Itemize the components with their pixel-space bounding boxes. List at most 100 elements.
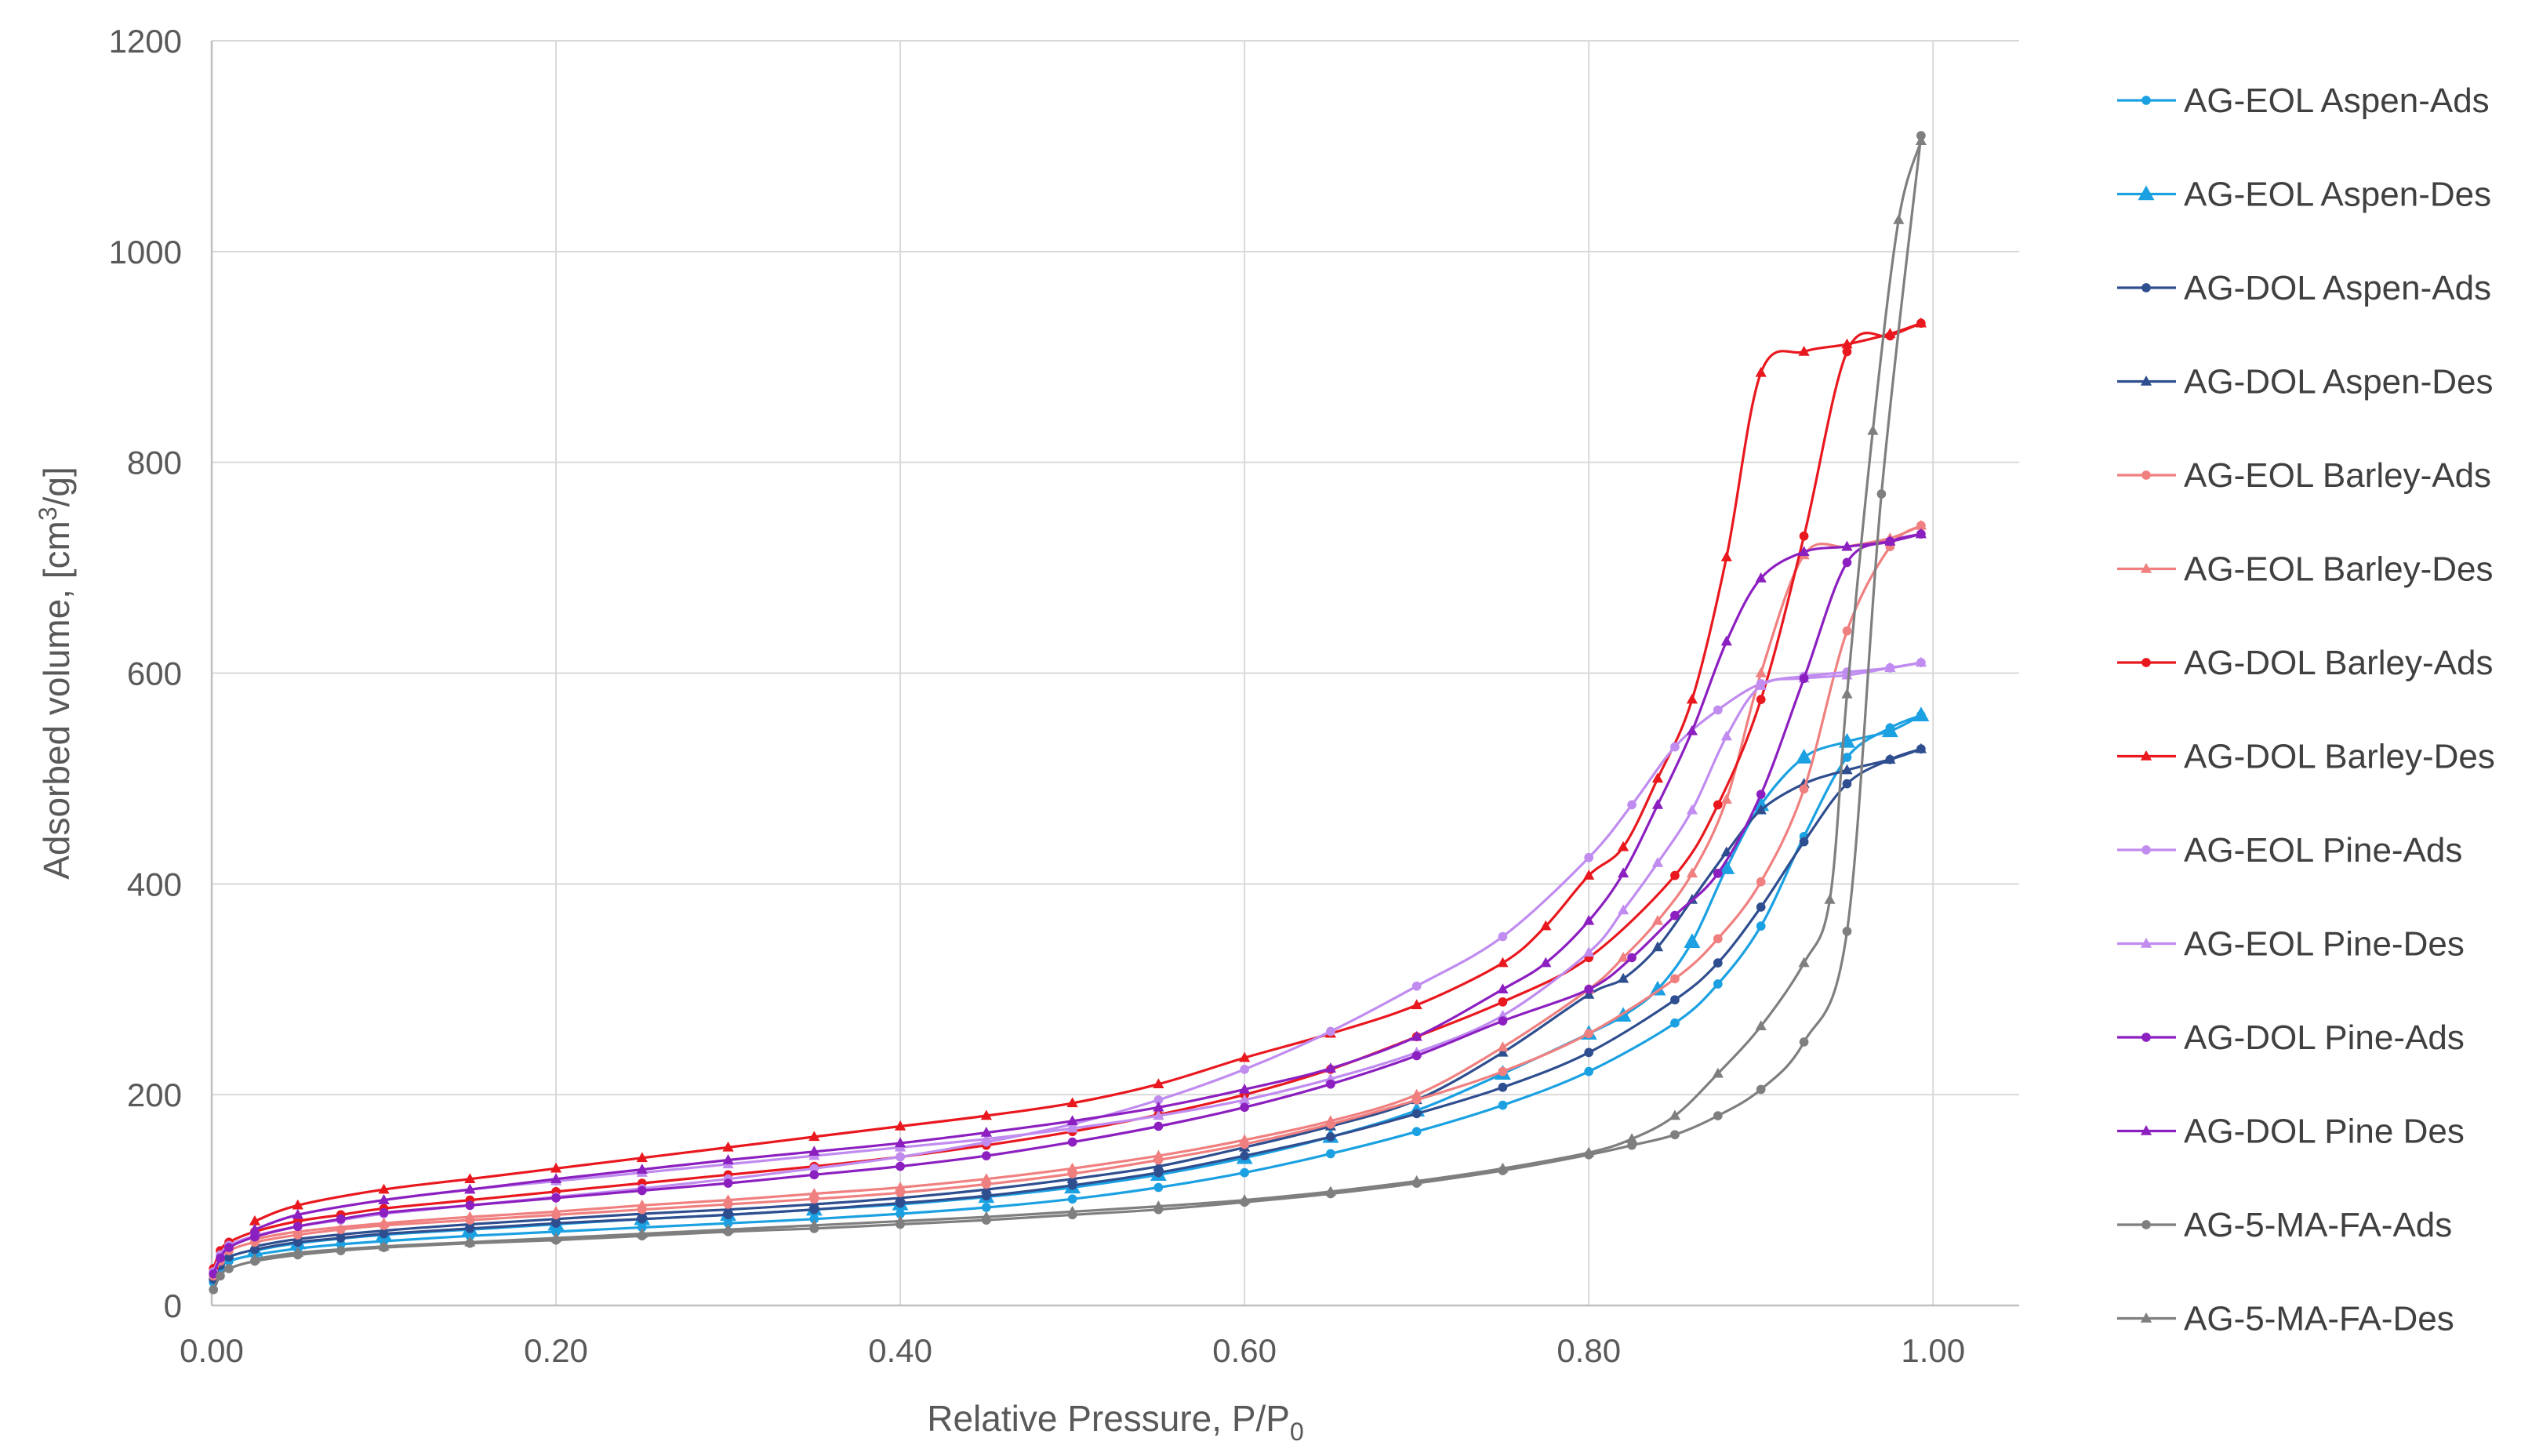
legend-marker [2140,938,2152,948]
data-point [1884,662,1896,673]
data-point [1755,667,1767,677]
data-point [1799,837,1809,847]
data-point [1326,1079,1335,1089]
data-point [1583,1146,1595,1157]
data-point [1411,1088,1422,1099]
data-point [216,1271,225,1281]
data-point [1798,778,1810,788]
data-point [1915,317,1927,328]
data-point [249,1253,261,1264]
data-point [1240,1065,1249,1074]
data-point [465,1200,475,1211]
data-point [550,1205,562,1216]
legend-marker [2141,470,2151,480]
x-tick-label: 1.00 [1901,1332,1965,1369]
legend-label: AG-5-MA-FA-Des [2184,1300,2454,1338]
data-point [1497,957,1509,968]
data-point [1540,957,1552,968]
data-point [1066,1115,1078,1126]
data-point [1799,784,1809,794]
data-point [1756,877,1766,887]
series-9 [209,658,1926,1276]
data-point [1713,705,1723,715]
data-point [378,1217,390,1228]
data-point [1756,695,1766,704]
data-series [209,131,1930,1294]
data-point [1798,546,1810,557]
data-point [1497,1162,1509,1173]
data-point [224,1243,234,1252]
data-point [1756,790,1766,799]
data-point [1755,1020,1767,1031]
data-point [1842,779,1852,789]
data-point [1799,674,1809,684]
data-point [1066,1162,1078,1173]
data-point [1153,1078,1164,1088]
data-point [1720,551,1732,561]
series-line [212,321,1922,1269]
data-point [1411,1175,1422,1185]
data-point [1876,489,1887,499]
data-point [550,1232,562,1243]
data-point [1915,743,1927,753]
data-point [1824,893,1836,904]
x-tick-label: 0.60 [1212,1332,1277,1369]
data-point [636,1152,648,1163]
data-point [379,1207,389,1218]
data-point [723,1218,733,1229]
data-point [1240,1102,1249,1113]
series-line [212,747,1922,1280]
data-point [1584,852,1594,862]
x-tick-label: 0.20 [524,1332,588,1369]
data-point [1617,904,1629,915]
legend-marker [2140,1125,2152,1135]
data-point [982,1203,991,1212]
data-point [1153,1149,1164,1160]
y-tick-label: 400 [127,866,182,902]
data-point [1153,1200,1164,1211]
data-point [209,1269,219,1279]
data-point [1584,1066,1594,1077]
data-point [1684,933,1701,948]
data-point [1670,910,1680,920]
data-point [1756,921,1766,931]
data-point [1713,1111,1723,1120]
series-line [254,321,1922,1222]
data-point [1670,1018,1680,1028]
data-point [1755,572,1767,583]
data-point [982,1151,991,1160]
data-point [464,1183,476,1194]
data-point [1153,1182,1164,1193]
y-tick-label: 1200 [109,23,182,60]
data-point [336,1240,346,1249]
data-point [216,1253,225,1263]
data-point [1686,867,1698,878]
data-point [1583,946,1595,957]
legend-entry: AG-EOL Pine-Des [2117,925,2465,964]
y-axis-title: Adsorbed volume, [cm3/g] [34,467,77,880]
y-axis-title-suffix: /g] [36,467,77,507]
series-line [254,524,1922,1240]
data-point [1881,722,1898,738]
legend-label: AG-EOL Aspen-Des [2184,176,2491,214]
data-point [1498,1016,1508,1026]
data-point [1411,1051,1422,1061]
data-point [1411,1030,1422,1041]
data-point [224,1264,234,1273]
data-point [1893,214,1905,224]
data-point [1153,1095,1164,1105]
data-point [209,1284,219,1294]
axes [210,41,2019,1307]
data-point [1915,656,1927,667]
data-point [1239,1083,1251,1094]
data-point [1798,957,1810,968]
legend-entry: AG-EOL Barley-Ads [2117,456,2491,495]
data-point [1066,1205,1078,1216]
data-point [636,1199,648,1210]
data-point [1670,995,1680,1005]
data-point [1670,742,1680,752]
data-point [1713,958,1723,968]
data-point [292,1247,303,1258]
